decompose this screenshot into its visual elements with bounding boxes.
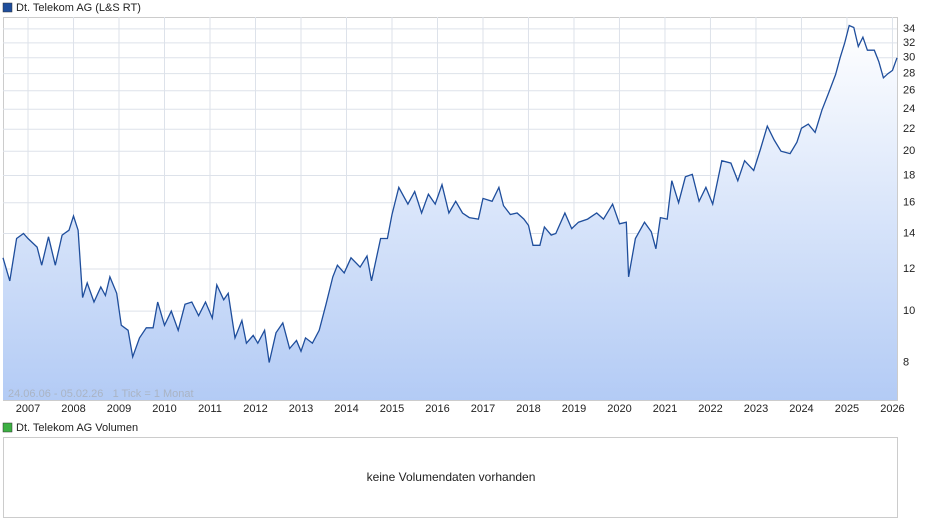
volume-panel (3, 437, 898, 518)
y-tick-label: 34 (903, 23, 915, 35)
legend-label: Dt. Telekom AG (L&S RT) (16, 2, 141, 14)
y-tick-label: 26 (903, 85, 915, 97)
y-tick-label: 16 (903, 197, 915, 209)
x-tick-label: 2009 (107, 403, 131, 415)
x-tick-label: 2020 (607, 403, 631, 415)
y-tick-label: 30 (903, 52, 915, 64)
x-tick-label: 2019 (562, 403, 586, 415)
y-tick-label: 22 (903, 123, 915, 135)
x-tick-label: 2012 (243, 403, 267, 415)
y-tick-label: 20 (903, 145, 915, 157)
y-tick-label: 28 (903, 68, 915, 80)
volume-message: keine Volumendaten vorhanden (367, 470, 536, 484)
y-tick-label: 24 (903, 103, 915, 115)
x-tick-label: 2007 (16, 403, 40, 415)
volume-legend-label: Dt. Telekom AG Volumen (16, 422, 138, 434)
x-tick-label: 2011 (198, 403, 222, 415)
y-tick-label: 14 (903, 227, 915, 239)
legend-swatch (2, 2, 13, 13)
x-tick-label: 2018 (516, 403, 540, 415)
x-tick-label: 2008 (61, 403, 85, 415)
x-tick-label: 2016 (425, 403, 449, 415)
y-tick-label: 8 (903, 356, 909, 368)
y-tick-label: 32 (903, 37, 915, 49)
x-tick-label: 2021 (653, 403, 677, 415)
x-tick-label: 2024 (789, 403, 813, 415)
y-tick-label: 12 (903, 263, 915, 275)
price-line (2, 24, 898, 363)
x-tick-label: 2026 (880, 403, 904, 415)
x-tick-label: 2015 (380, 403, 404, 415)
x-tick-label: 2023 (744, 403, 768, 415)
volume-legend-swatch (2, 422, 13, 433)
x-tick-label: 2022 (698, 403, 722, 415)
x-tick-label: 2010 (152, 403, 176, 415)
x-tick-label: 2013 (289, 403, 313, 415)
x-tick-label: 2014 (334, 403, 358, 415)
x-tick-label: 2017 (471, 403, 495, 415)
area (3, 25, 897, 400)
y-tick-label: 18 (903, 169, 915, 181)
range-note: 24.06.06 - 05.02.26 1 Tick = 1 Monat (8, 388, 194, 400)
y-tick-label: 10 (903, 305, 915, 317)
x-tick-label: 2025 (835, 403, 859, 415)
